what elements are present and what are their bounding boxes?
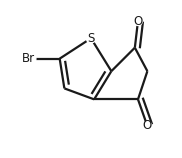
- Text: S: S: [87, 32, 95, 45]
- Text: O: O: [143, 119, 152, 133]
- Circle shape: [134, 17, 142, 25]
- Text: O: O: [133, 15, 143, 27]
- Text: Br: Br: [22, 52, 35, 65]
- Circle shape: [86, 34, 96, 43]
- Circle shape: [143, 122, 152, 130]
- Circle shape: [21, 51, 36, 66]
